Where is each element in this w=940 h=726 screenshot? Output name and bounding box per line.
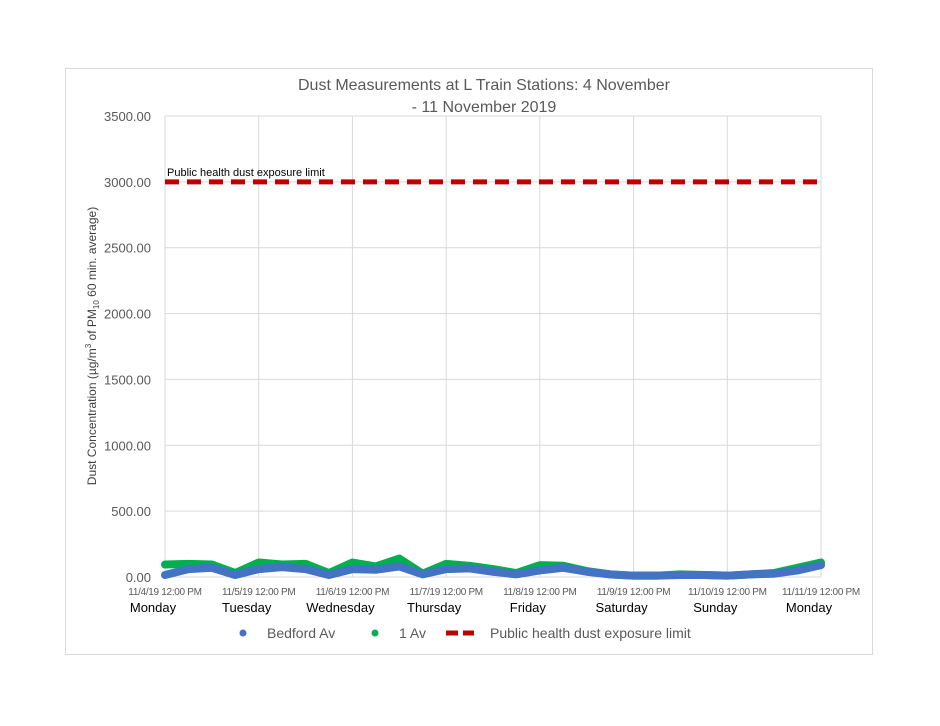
chart-title-line-1: Dust Measurements at L Train Stations: 4… xyxy=(298,77,671,94)
day-label: Thursday xyxy=(407,600,462,615)
chart-area xyxy=(65,68,873,655)
x-tick-label: 11/4/19 12:00 PM xyxy=(128,587,201,598)
legend-marker xyxy=(239,629,247,637)
day-label: Monday xyxy=(130,600,177,615)
y-tick-label: 3500.00 xyxy=(104,109,151,124)
chart-title-line-2: - 11 November 2019 xyxy=(412,99,557,116)
limit-annotation: Public health dust exposure limit xyxy=(167,167,325,179)
y-tick-label: 2500.00 xyxy=(104,241,151,256)
day-label: Monday xyxy=(786,600,833,615)
y-tick-label: 1000.00 xyxy=(104,438,151,453)
x-tick-label: 11/7/19 12:00 PM xyxy=(409,587,482,598)
x-tick-label: 11/8/19 12:00 PM xyxy=(503,587,576,598)
legend-label: Public health dust exposure limit xyxy=(490,625,691,641)
x-tick-label: 11/5/19 12:00 PM xyxy=(222,587,295,598)
legend-marker xyxy=(371,629,379,637)
day-label: Saturday xyxy=(596,600,649,615)
y-tick-label: 1500.00 xyxy=(104,372,151,387)
x-tick-label: 11/9/19 12:00 PM xyxy=(597,587,670,598)
y-tick-label: 2000.00 xyxy=(104,307,151,322)
y-tick-label: 3000.00 xyxy=(104,175,151,190)
day-label: Tuesday xyxy=(222,600,272,615)
day-label: Wednesday xyxy=(306,600,375,615)
day-label: Friday xyxy=(510,600,547,615)
y-tick-label: 0.00 xyxy=(126,570,151,585)
x-tick-label: 11/11/19 12:00 PM xyxy=(782,587,860,598)
day-label: Sunday xyxy=(693,600,738,615)
x-tick-label: 11/10/19 12:00 PM xyxy=(688,587,767,598)
legend-label: 1 Av xyxy=(399,625,426,641)
y-tick-label: 500.00 xyxy=(111,504,151,519)
y-axis-label: Dust Concentration (µg/m3 of PM10 60 min… xyxy=(84,207,101,485)
series-line-bedford-av xyxy=(161,561,825,580)
x-tick-label: 11/6/19 12:00 PM xyxy=(316,587,389,598)
legend-label: Bedford Av xyxy=(267,625,335,641)
